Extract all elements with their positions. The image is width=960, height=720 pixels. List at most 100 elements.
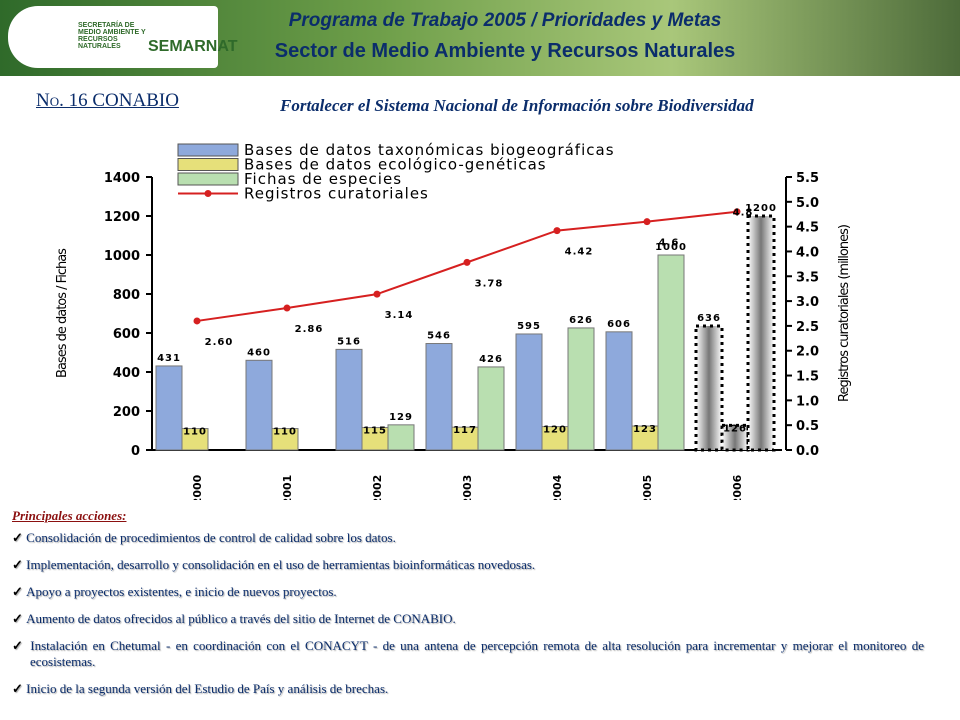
logo: SECRETARÍA DE MEDIO AMBIENTE Y RECURSOS … [8, 6, 237, 68]
bar [567, 327, 595, 451]
y-tick-label: 400 [113, 366, 140, 381]
action-item: Apoyo a proyectos existentes, e inicio d… [12, 584, 924, 600]
bar-value-label: 516 [337, 336, 361, 347]
y2-tick-label: 1.5 [796, 370, 819, 385]
bar [181, 428, 209, 451]
x-tick-label: 2002 [371, 475, 384, 500]
y2-axis-label: Registros curatoriales (millones) [837, 225, 852, 402]
x-tick-label: 2005 [641, 475, 654, 500]
bar-value-label: 460 [247, 347, 271, 358]
line-point [463, 258, 471, 266]
legend-marker [204, 190, 212, 197]
line-point [553, 227, 561, 235]
y2-tick-label: 3.0 [796, 295, 819, 310]
header-subtitle: Sector de Medio Ambiente y Recursos Natu… [274, 40, 736, 62]
bar [720, 423, 750, 452]
bar [245, 359, 273, 451]
action-item: Implementación, desarrollo y consolidaci… [12, 557, 924, 573]
header: SECRETARÍA DE MEDIO AMBIENTE Y RECURSOS … [0, 0, 960, 76]
chart: 0 200 400 600 800 1000 1200 1400 0.0 0.5 1.0 1.5 2.0… [55, 141, 852, 500]
bar [657, 254, 685, 451]
logo-text: SECRETARÍA DE MEDIO AMBIENTE Y RECURSOS … [78, 22, 146, 50]
x-tick-label: 2000 [191, 474, 204, 500]
slide-number: No. 16 CONABIO [36, 90, 179, 111]
x-tick-label: 2003 [461, 475, 474, 500]
bar [515, 333, 543, 451]
line-value-label: 4.42 [565, 247, 594, 258]
bar-value-label: 546 [427, 331, 451, 342]
bar-value-label: 431 [157, 353, 181, 364]
legend-swatch [177, 143, 239, 157]
logo-brand: SEMARNAT [148, 38, 238, 55]
y-tick-label: 1200 [104, 210, 140, 225]
line-value-label: 4.6 [659, 238, 680, 249]
y2-tick-label: 1.0 [796, 394, 819, 409]
line [196, 210, 738, 322]
y-tick-label: 0 [131, 444, 140, 459]
y2-tick-label: 2.0 [796, 345, 819, 360]
y2-tick-label: 4.0 [796, 245, 819, 260]
line-value-label: 2.86 [295, 324, 324, 335]
y-axis-label: Bases de datos / Fichas [55, 248, 70, 378]
x-tick-label: 2004 [551, 474, 564, 500]
line-value-label: 2.60 [205, 337, 234, 348]
action-item: Instalación en Chetumal - en coordinació… [12, 638, 924, 670]
bar-value-label: 120 [543, 425, 567, 436]
bar [477, 366, 505, 451]
bar-value-label: 110 [183, 427, 207, 438]
bar [694, 324, 724, 452]
y-tick-label: 1400 [104, 171, 140, 186]
bar-value-label: 1200 [745, 203, 777, 214]
legend-label: Fichas de especies [244, 170, 402, 188]
y2-tick-label: 4.5 [796, 221, 819, 236]
y2-tick-label: 5.0 [796, 196, 819, 211]
actions-heading: Principales acciones: [12, 508, 127, 523]
bar-value-label: 126 [723, 423, 747, 434]
y2-tick-label: 0.0 [796, 444, 819, 459]
action-item: Consolidación de procedimientos de contr… [12, 530, 924, 546]
line-point [643, 218, 651, 226]
bar-value-label: 129 [389, 412, 413, 423]
bar-value-label: 426 [479, 354, 503, 365]
bar [155, 365, 183, 451]
y-tick-label: 800 [113, 288, 140, 303]
bar [605, 331, 633, 451]
bar-value-label: 636 [697, 313, 721, 324]
line-point [283, 304, 291, 312]
bar-value-label: 115 [363, 426, 387, 437]
bar [425, 343, 453, 451]
actions: Principales acciones: Consolidación de p… [12, 508, 924, 708]
x-tick-label: 2006 [731, 474, 744, 500]
line-point [373, 290, 381, 298]
line-point [193, 317, 201, 325]
line-point [733, 208, 741, 216]
legend-label: Bases de datos ecológico-genéticas [244, 156, 547, 174]
bar-value-label: 626 [569, 315, 593, 326]
bar [387, 424, 415, 451]
legend-label: Bases de datos taxonómicas biogeográfica… [244, 141, 615, 159]
header-title: Programa de Trabajo 2005 / Prioridades y… [288, 10, 722, 31]
y2-tick-label: 3.5 [796, 270, 819, 285]
bar [271, 428, 299, 451]
x-tick-label: 2001 [281, 475, 294, 500]
y2-tick-label: 0.5 [796, 419, 819, 434]
action-item: Aumento de datos ofrecidos al público a … [12, 611, 924, 627]
bar-value-label: 110 [273, 427, 297, 438]
y-tick-label: 200 [113, 405, 140, 420]
legend-label: Registros curatoriales [244, 185, 429, 203]
line-value-label: 3.14 [385, 310, 414, 321]
y2-tick-label: 2.5 [796, 320, 819, 335]
line-value-label: 4.8 [733, 208, 754, 219]
bar-value-label: 123 [633, 424, 657, 435]
y2-tick-label: 5.5 [796, 171, 819, 186]
bar [746, 214, 776, 452]
line-value-label: 3.78 [475, 278, 504, 289]
slide-heading: Fortalecer el Sistema Nacional de Inform… [280, 96, 754, 115]
legend-swatch [177, 158, 239, 171]
y-tick-label: 1000 [104, 249, 140, 264]
bar-value-label: 117 [453, 425, 477, 436]
action-item: Inicio de la segunda versión del Estudio… [12, 681, 924, 697]
bar [335, 348, 363, 451]
bar-value-label: 1000 [655, 242, 687, 253]
